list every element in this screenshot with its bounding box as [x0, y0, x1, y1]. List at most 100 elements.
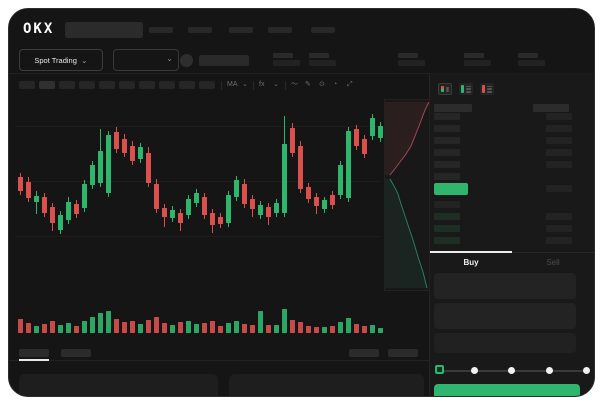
volume-bar — [266, 325, 271, 333]
buy-button[interactable] — [434, 384, 580, 396]
interval-button-1[interactable] — [19, 81, 35, 89]
candle — [266, 207, 271, 217]
slider-step-75[interactable] — [546, 367, 553, 374]
nav-item-2[interactable] — [188, 27, 212, 33]
volume-bar — [130, 321, 135, 333]
volume-bar — [66, 323, 71, 333]
interval-button-10[interactable] — [199, 81, 215, 89]
market-type-button[interactable]: Spot Trading ⌄ — [19, 49, 103, 71]
interval-button-2[interactable] — [39, 81, 55, 89]
candle — [130, 146, 135, 161]
book-asks-icon[interactable] — [480, 83, 494, 95]
candle — [282, 144, 287, 213]
interval-button-7[interactable] — [139, 81, 155, 89]
indicator-dropdown[interactable]: MA — [227, 81, 238, 88]
nav-item-1[interactable] — [149, 27, 173, 33]
candle — [170, 210, 175, 218]
volume-bar — [354, 324, 359, 333]
orders-table-left — [19, 374, 218, 396]
search-input[interactable] — [65, 22, 143, 38]
interval-button-3[interactable] — [59, 81, 75, 89]
orders-tab-2[interactable] — [61, 349, 91, 357]
ask-row[interactable] — [434, 173, 460, 180]
bid-row[interactable] — [434, 225, 460, 232]
stat-value — [309, 60, 336, 66]
orders-action-1[interactable] — [349, 349, 379, 357]
app-window: OKX Spot Trading ⌄ ⌄ — [8, 8, 595, 397]
toolbar-divider — [221, 81, 222, 90]
volume-bar — [162, 323, 167, 333]
ask-row-amount — [546, 149, 572, 156]
candle — [338, 165, 343, 195]
candle — [378, 126, 383, 138]
chevron-down-icon: ⌄ — [80, 55, 88, 65]
volume-bar — [242, 324, 247, 333]
nav-item-5[interactable] — [311, 27, 335, 33]
stat-label — [398, 53, 418, 58]
nav-item-3[interactable] — [229, 27, 253, 33]
interval-button-5[interactable] — [99, 81, 115, 89]
orders-table-right — [229, 374, 424, 396]
volume-bar — [330, 326, 335, 333]
line-chart-icon[interactable]: 〜 — [291, 81, 298, 88]
functions-dropdown[interactable]: fx — [259, 81, 265, 88]
candle — [250, 199, 255, 209]
trade-tabs-divider — [430, 251, 594, 253]
book-both-icon[interactable] — [438, 83, 452, 95]
slider-step-100[interactable] — [583, 367, 590, 374]
volume-bar — [58, 325, 63, 333]
volume-bar — [90, 317, 95, 333]
toolbar-divider — [253, 81, 254, 90]
interval-button-6[interactable] — [119, 81, 135, 89]
camera-icon[interactable]: ⊙ — [319, 81, 325, 88]
draw-tool-icon[interactable]: ✎ — [305, 81, 311, 88]
gridline — [15, 236, 381, 237]
bid-row[interactable] — [434, 213, 460, 220]
candle — [186, 199, 191, 215]
book-icon-strip — [441, 86, 444, 92]
pair-select[interactable]: ⌄ — [113, 49, 179, 71]
tab-buy[interactable]: Buy — [463, 258, 479, 267]
book-bids-icon[interactable] — [459, 83, 473, 95]
interval-button-8[interactable] — [159, 81, 175, 89]
total-input[interactable] — [434, 333, 576, 353]
book-icon-lines — [466, 85, 471, 93]
ask-row-amount — [546, 113, 572, 120]
ask-row[interactable] — [434, 137, 460, 144]
candle — [290, 128, 295, 153]
slider-step-25[interactable] — [471, 367, 478, 374]
nav-item-4[interactable] — [268, 27, 292, 33]
price-input[interactable] — [434, 273, 576, 299]
ask-row[interactable] — [434, 149, 460, 156]
history-icon[interactable]: ◔ — [333, 81, 338, 88]
candle — [218, 217, 223, 224]
bid-row-amount — [546, 237, 572, 244]
slider-handle[interactable] — [435, 365, 444, 374]
orders-action-2[interactable] — [388, 349, 418, 357]
orders-tab-1[interactable] — [19, 349, 49, 357]
ask-row[interactable] — [434, 113, 460, 120]
interval-button-4[interactable] — [79, 81, 95, 89]
chevron-down-icon[interactable]: ⌄ — [242, 81, 248, 88]
last-price-badge[interactable] — [434, 183, 468, 195]
bid-row[interactable] — [434, 237, 460, 244]
tab-sell[interactable]: Sell — [546, 258, 560, 267]
amount-input[interactable] — [434, 303, 576, 329]
bid-row[interactable] — [434, 201, 460, 208]
interval-button-9[interactable] — [179, 81, 195, 89]
slider-step-50[interactable] — [508, 367, 515, 374]
volume-bar — [218, 326, 223, 333]
ask-row[interactable] — [434, 125, 460, 132]
fullscreen-icon[interactable]: ⤢ — [347, 81, 353, 88]
chevron-down-icon[interactable]: ⌄ — [273, 81, 279, 88]
volume-bar — [170, 325, 175, 333]
ask-row[interactable] — [434, 161, 460, 168]
volume-bar — [82, 321, 87, 333]
book-icon-lines — [446, 86, 449, 92]
book-icon-strip — [461, 85, 464, 93]
candle — [178, 213, 183, 223]
candle — [138, 147, 143, 159]
volume-bar — [250, 325, 255, 333]
volume-bar — [338, 322, 343, 333]
